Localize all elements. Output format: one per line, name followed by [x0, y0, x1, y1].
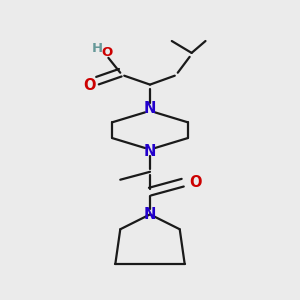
Text: N: N	[144, 145, 156, 160]
Text: O: O	[102, 46, 113, 59]
Text: O: O	[190, 175, 202, 190]
Text: N: N	[144, 207, 156, 222]
Text: N: N	[144, 101, 156, 116]
Text: O: O	[83, 78, 96, 93]
Text: H: H	[92, 42, 103, 56]
